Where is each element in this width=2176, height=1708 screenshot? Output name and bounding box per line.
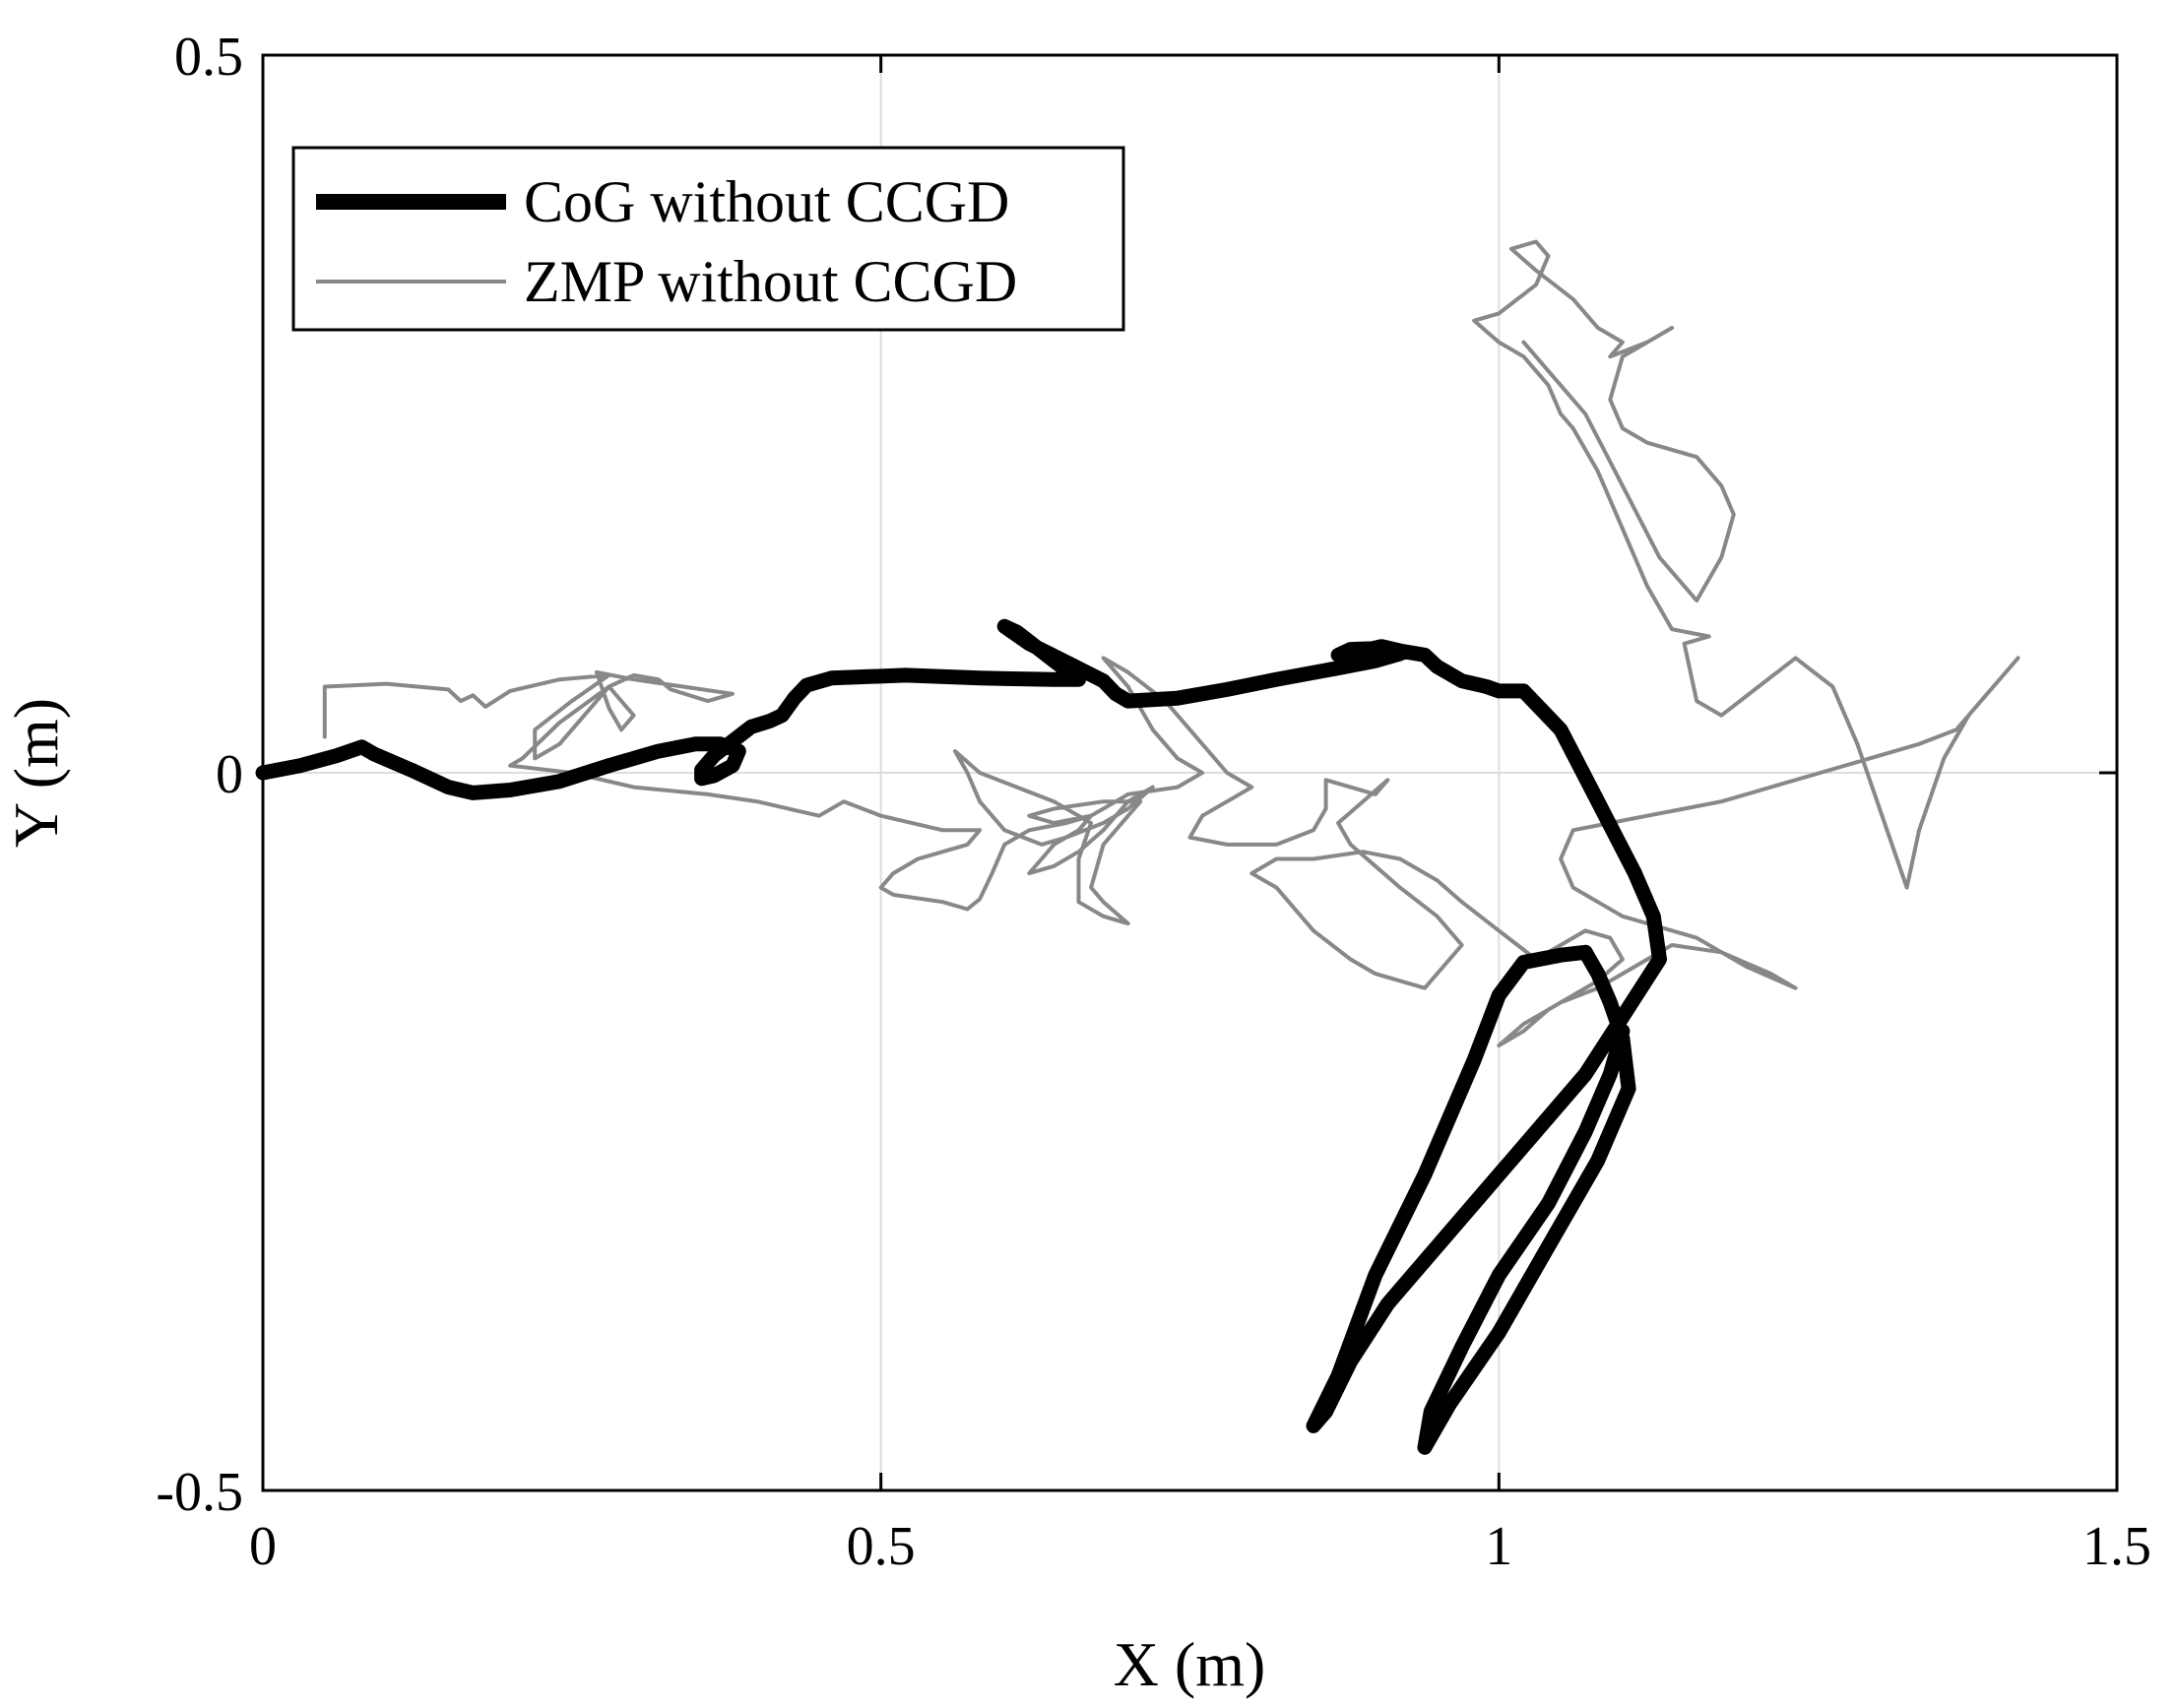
legend-box: [291, 146, 1125, 332]
tick-marks: [261, 53, 2119, 1492]
series-layer: [255, 239, 2020, 1455]
x-tick-label: 0.5: [847, 1516, 916, 1577]
y-tick-label: -0.5: [156, 1462, 243, 1523]
y-tick-label: 0.5: [174, 27, 243, 88]
x-tick-label: 1: [1485, 1516, 1512, 1577]
y-tick-label: 0: [216, 744, 243, 805]
x-tick-label: 0: [249, 1516, 277, 1577]
legend-label-zmp: ZMP without CCGD: [524, 249, 1017, 314]
x-tick-label: 1.5: [2082, 1516, 2151, 1577]
legend: CoG without CCGD ZMP without CCGD: [291, 146, 1125, 332]
series-line-zmp: [322, 239, 2020, 1047]
x-axis-label: X (m): [1114, 1629, 1266, 1699]
series-line-cog: [255, 618, 1667, 1455]
y-axis-label: Y (m): [1, 698, 71, 848]
tick-labels: 0 0.5 1 1.5-0.500.5: [156, 27, 2151, 1577]
legend-label-cog: CoG without CCGD: [524, 169, 1009, 234]
